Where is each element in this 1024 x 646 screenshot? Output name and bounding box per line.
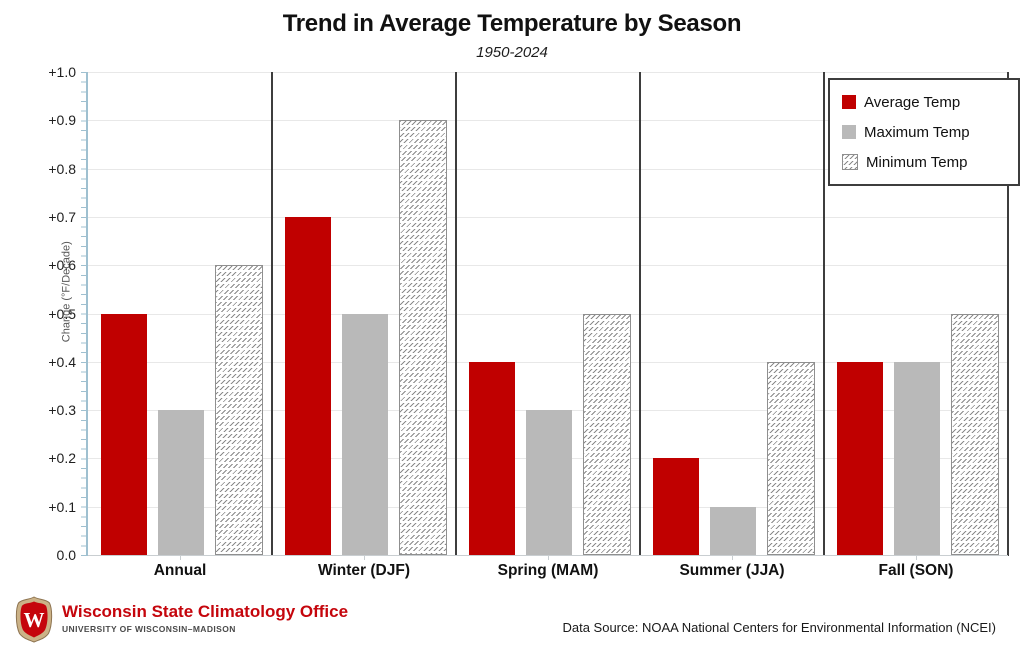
y-tick-label: +0.7 bbox=[48, 208, 76, 225]
x-category-label: Winter (DJF) bbox=[318, 562, 410, 579]
y-tick-label: +0.5 bbox=[48, 305, 76, 322]
bar-average-temp-summer-jja bbox=[653, 458, 699, 555]
legend-swatch bbox=[842, 95, 856, 109]
bar-minimum-temp-fall-son bbox=[951, 313, 999, 555]
x-category-label: Summer (JJA) bbox=[679, 562, 785, 579]
category-panel bbox=[88, 72, 272, 555]
legend-swatch bbox=[842, 154, 858, 170]
gridline bbox=[88, 265, 1008, 267]
x-axis-tick bbox=[364, 556, 365, 560]
legend-label: Average Temp bbox=[864, 93, 961, 111]
bar-average-temp-winter-djf bbox=[285, 216, 331, 555]
gridline bbox=[88, 120, 1008, 122]
org-name: Wisconsin State Climatology Office bbox=[62, 602, 349, 621]
uw-crest-logo: W bbox=[15, 596, 53, 643]
bar-minimum-temp-summer-jja bbox=[767, 361, 815, 555]
gridline bbox=[88, 216, 1008, 218]
bar-minimum-temp-winter-djf bbox=[399, 120, 447, 555]
x-axis-tick bbox=[548, 556, 549, 560]
x-axis-tick bbox=[732, 556, 733, 560]
bar-maximum-temp-winter-djf bbox=[342, 313, 388, 555]
y-axis-title: Change (°F/Decade) bbox=[60, 240, 73, 342]
x-category-label: Spring (MAM) bbox=[497, 562, 599, 579]
y-tick-label: +0.9 bbox=[48, 112, 76, 129]
x-category-label: Annual bbox=[153, 562, 207, 579]
legend-item-average-temp: Average Temp bbox=[842, 87, 1018, 117]
bar-maximum-temp-summer-jja bbox=[710, 506, 756, 555]
legend-label: Maximum Temp bbox=[864, 123, 970, 141]
gridline bbox=[88, 361, 1008, 363]
gridline bbox=[88, 313, 1008, 315]
category-panel bbox=[456, 72, 640, 555]
category-panel bbox=[640, 72, 824, 555]
y-tick-label: +0.4 bbox=[48, 353, 76, 370]
category-panel bbox=[824, 72, 1008, 555]
bar-minimum-temp-annual bbox=[215, 265, 263, 555]
x-category-label: Fall (SON) bbox=[878, 562, 954, 579]
y-tick-label: +0.8 bbox=[48, 160, 76, 177]
panel-separator bbox=[455, 72, 457, 556]
y-tick-label: +1.0 bbox=[48, 64, 76, 80]
panel-separator bbox=[823, 72, 825, 556]
y-axis-minor-ticks bbox=[81, 72, 86, 556]
y-axis-line bbox=[86, 72, 88, 556]
chart-legend: Average Temp Maximum Temp Minimum Temp bbox=[828, 78, 1020, 186]
y-tick-label: +0.1 bbox=[48, 498, 76, 515]
bar-maximum-temp-annual bbox=[158, 410, 204, 555]
x-axis-tick bbox=[916, 556, 917, 560]
legend-label: Minimum Temp bbox=[866, 153, 968, 171]
bar-average-temp-annual bbox=[101, 313, 147, 555]
panel-separator bbox=[639, 72, 641, 556]
legend-item-minimum-temp: Minimum Temp bbox=[842, 147, 1018, 177]
bar-maximum-temp-fall-son bbox=[894, 361, 940, 555]
org-subtitle: UNIVERSITY OF WISCONSIN–MADISON bbox=[62, 624, 236, 634]
crest-letter: W bbox=[24, 608, 45, 632]
category-panel bbox=[272, 72, 456, 555]
crest-inner bbox=[20, 601, 48, 638]
gridline bbox=[88, 168, 1008, 170]
bar-average-temp-fall-son bbox=[837, 361, 883, 555]
y-tick-label: +0.2 bbox=[48, 450, 76, 467]
y-tick-label: +0.3 bbox=[48, 402, 76, 419]
bar-minimum-temp-spring-mam bbox=[583, 313, 631, 555]
legend-item-maximum-temp: Maximum Temp bbox=[842, 117, 1018, 147]
plot-area: 0.0 +0.1 +0.2 +0.3 +0.4 +0.5 +0.6 +0.7 +0.8 +0.9 +… bbox=[48, 64, 1020, 579]
x-axis-tick bbox=[180, 556, 181, 560]
x-axis-line bbox=[88, 555, 1008, 556]
bar-average-temp-spring-mam bbox=[469, 361, 515, 555]
legend-swatch bbox=[842, 125, 856, 139]
gridline bbox=[88, 72, 1008, 73]
chart-title: Trend in Average Temperature by Season bbox=[282, 10, 742, 37]
data-source-note: Data Source: NOAA National Centers for E… bbox=[562, 620, 996, 635]
y-tick-label: +0.6 bbox=[48, 257, 76, 274]
y-tick-label: 0.0 bbox=[56, 547, 76, 563]
chart-subtitle: 1950-2024 bbox=[476, 44, 548, 61]
bar-maximum-temp-spring-mam bbox=[526, 410, 572, 555]
panel-separator bbox=[271, 72, 273, 556]
panel-separator bbox=[1007, 72, 1009, 556]
